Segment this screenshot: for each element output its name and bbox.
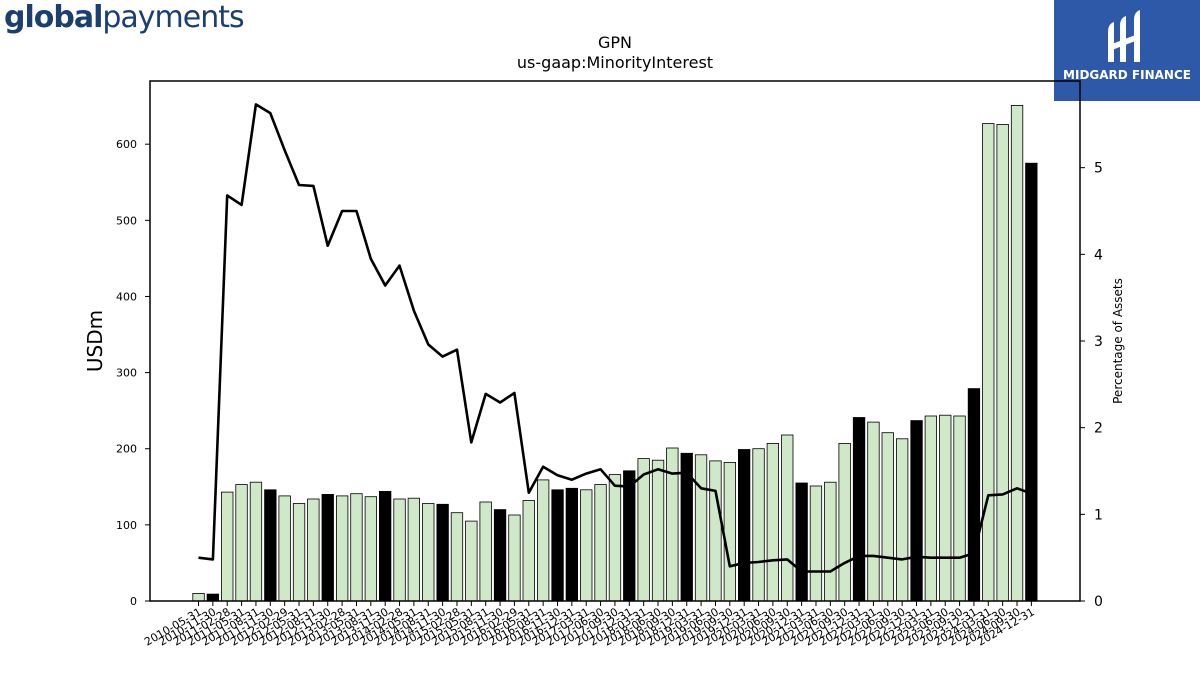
bar [738,449,751,602]
bar [465,520,478,602]
bar [206,593,220,602]
bar [608,474,622,602]
bar [393,498,406,602]
midgard-finance-logo-icon [1108,10,1140,62]
chart-subtitle: us-gaap:MinorityInterest [517,53,713,72]
chart-title: GPN [598,33,632,52]
bar [781,434,794,602]
bar [623,470,636,602]
bar [1025,162,1038,602]
bar [508,514,521,602]
bar [967,388,981,602]
bar [795,482,808,602]
bar [824,481,837,602]
bar [896,438,909,602]
bar [924,415,937,602]
y2-tick-label: 0 [1094,594,1103,610]
y2-tick-label: 4 [1094,247,1103,263]
bar [278,495,291,602]
bar [881,432,894,602]
bar [565,487,578,602]
bar [594,484,607,602]
bar [939,414,952,602]
bar [580,489,593,602]
midgard-finance-label: MIDGARD FINANCE [1063,68,1191,82]
y-tick-label: 0 [130,595,137,608]
bar [378,490,392,602]
bar [192,593,205,602]
bar [666,447,679,602]
bar [436,503,449,602]
bar [350,493,363,602]
bar [709,460,722,602]
y2-axis-label: Percentage of Assets [1111,278,1125,404]
y2-tick-label: 3 [1094,334,1103,350]
bar [1010,105,1024,602]
globalpayments-logo: globalpayments [4,0,245,35]
y-tick-label: 200 [116,443,137,456]
midgard-finance-badge: MIDGARD FINANCE [1054,0,1200,101]
bar [867,421,880,602]
bar [996,124,1009,602]
bar [321,493,334,602]
bar [852,417,866,602]
y-tick-label: 300 [116,367,137,380]
y2-tick-label: 5 [1094,161,1103,177]
bar [307,498,320,602]
bar [479,501,492,602]
y2-tick-label: 1 [1094,507,1103,523]
bar [982,123,995,602]
bar [551,489,564,602]
bar [723,461,736,602]
bar [651,459,665,602]
y2-tick-label: 2 [1094,421,1103,437]
bar [752,448,765,602]
y-axis-left: 0 100 200 300 400 500 600 [116,138,150,608]
bar [809,485,823,602]
y-axis-label: USDm [83,310,107,372]
bar [953,415,966,602]
bar [637,458,650,602]
bar [450,512,464,602]
y-tick-label: 500 [116,214,137,227]
bar [493,509,507,602]
bar [694,454,708,602]
bar [766,442,779,602]
y-tick-label: 400 [116,290,137,303]
bar [522,500,535,602]
bar [235,484,248,602]
y-axis-right: 0 1 2 3 4 5 [1080,161,1103,610]
bar [249,481,263,602]
bar [910,420,923,602]
bar-series [192,105,1038,602]
bar [537,479,550,602]
bar [838,442,851,602]
bar [292,503,306,602]
bar [407,497,421,602]
x-axis: 2010-05-312010-11-302011-02-282011-05-31… [142,601,1037,649]
bar [264,489,277,602]
percentage-line [198,103,1032,573]
bar [422,503,435,602]
y-tick-label: 600 [116,138,137,151]
bar [364,496,378,602]
bar [335,495,349,602]
y-tick-label: 100 [116,519,137,532]
bar [221,491,234,602]
